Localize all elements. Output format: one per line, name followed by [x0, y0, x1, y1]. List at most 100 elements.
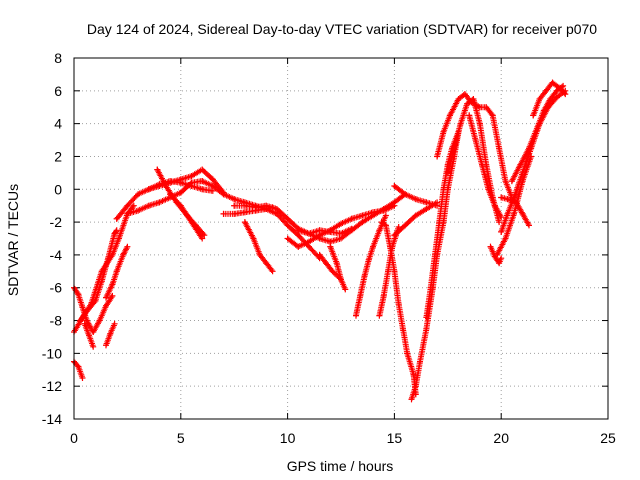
- data-point: [177, 179, 184, 186]
- data-point: [408, 396, 415, 403]
- data-point: [323, 260, 329, 267]
- data-point: [263, 202, 270, 209]
- data-point: [479, 161, 485, 168]
- data-point: [220, 210, 227, 217]
- data-point: [382, 212, 389, 219]
- data-point: [79, 304, 86, 311]
- series-arc-13: [199, 178, 323, 262]
- data-point: [446, 112, 453, 119]
- data-point: [526, 145, 532, 152]
- data-point: [111, 230, 118, 237]
- data-point: [90, 329, 97, 335]
- series-arc-16: [241, 219, 276, 275]
- data-point: [528, 153, 535, 160]
- data-point: [504, 196, 511, 203]
- series-trace: [391, 200, 439, 239]
- axes-layer: 0 5 10 15 20 25 -14 -12 -10 -8 -6 -4 -2 0 2 4 6 8: [42, 50, 616, 446]
- data-point: [543, 87, 550, 94]
- x-tick-label: 0: [70, 430, 78, 446]
- data-point: [436, 219, 443, 226]
- data-point: [502, 235, 509, 242]
- series-arc-29: [444, 96, 503, 226]
- series-trace: [167, 191, 205, 240]
- data-point: [464, 100, 470, 107]
- data-point: [376, 227, 383, 234]
- data-point: [504, 210, 511, 217]
- data-point: [457, 120, 464, 127]
- data-point: [231, 210, 238, 217]
- x-tick-label: 20: [493, 430, 509, 446]
- data-point: [493, 251, 500, 258]
- data-point: [284, 215, 291, 222]
- data-point: [466, 112, 473, 119]
- y-tick-label: -2: [50, 214, 63, 230]
- data-point: [498, 255, 505, 262]
- series-trace: [199, 178, 322, 260]
- data-point: [444, 169, 451, 176]
- data-point: [130, 202, 137, 209]
- data-point: [316, 251, 323, 258]
- data-point: [496, 219, 503, 226]
- series-arc-7: [103, 243, 131, 301]
- data-point: [90, 343, 97, 350]
- data-point: [273, 206, 280, 212]
- data-point: [502, 178, 509, 185]
- y-tick-label: -6: [50, 280, 63, 296]
- data-point: [562, 91, 569, 98]
- data-point: [385, 268, 391, 275]
- data-point: [241, 209, 248, 216]
- data-point: [508, 178, 515, 185]
- data-point: [370, 243, 376, 250]
- data-point: [256, 251, 263, 258]
- data-point: [391, 232, 398, 239]
- data-point: [120, 251, 127, 258]
- data-point: [402, 191, 409, 198]
- data-point: [199, 235, 206, 242]
- data-point: [115, 235, 122, 242]
- data-point: [113, 215, 120, 222]
- data-point: [156, 199, 163, 206]
- data-point: [209, 176, 216, 183]
- series-arc-25: [391, 183, 441, 209]
- y-tick-label: 8: [54, 50, 62, 66]
- data-point: [338, 235, 344, 242]
- series-arc-21: [353, 212, 389, 319]
- data-point: [423, 206, 430, 212]
- data-point: [472, 137, 479, 143]
- y-tick-label: 6: [54, 83, 62, 99]
- data-point: [177, 202, 184, 209]
- series-arc-31: [487, 243, 505, 267]
- series-arc-36: [493, 153, 535, 258]
- data-point: [316, 235, 323, 242]
- data-point: [391, 199, 398, 206]
- data-point: [404, 350, 411, 357]
- data-point: [88, 301, 95, 308]
- data-point: [103, 302, 109, 309]
- data-point: [135, 191, 142, 198]
- series-trace: [241, 219, 275, 273]
- data-point: [517, 161, 524, 168]
- y-tick-label: -12: [42, 378, 62, 394]
- series-arc-23: [378, 219, 419, 398]
- data-point: [199, 186, 206, 193]
- y-tick-label: -8: [50, 313, 63, 329]
- data-point: [519, 178, 526, 185]
- data-point: [391, 268, 398, 275]
- series-arc-2: [71, 358, 86, 381]
- data-point: [306, 238, 312, 245]
- series-arc-33: [508, 82, 567, 185]
- data-point: [231, 202, 238, 209]
- data-point: [410, 371, 417, 378]
- data-point: [209, 183, 216, 189]
- data-point: [220, 191, 227, 198]
- data-point: [124, 243, 131, 250]
- data-point: [402, 222, 409, 229]
- data-point: [496, 145, 503, 152]
- data-point: [387, 243, 394, 250]
- x-tick-label: 15: [387, 430, 403, 446]
- data-point: [111, 320, 118, 327]
- data-point: [77, 317, 84, 324]
- data-point: [103, 342, 109, 349]
- data-point: [359, 212, 366, 219]
- data-point: [549, 79, 556, 86]
